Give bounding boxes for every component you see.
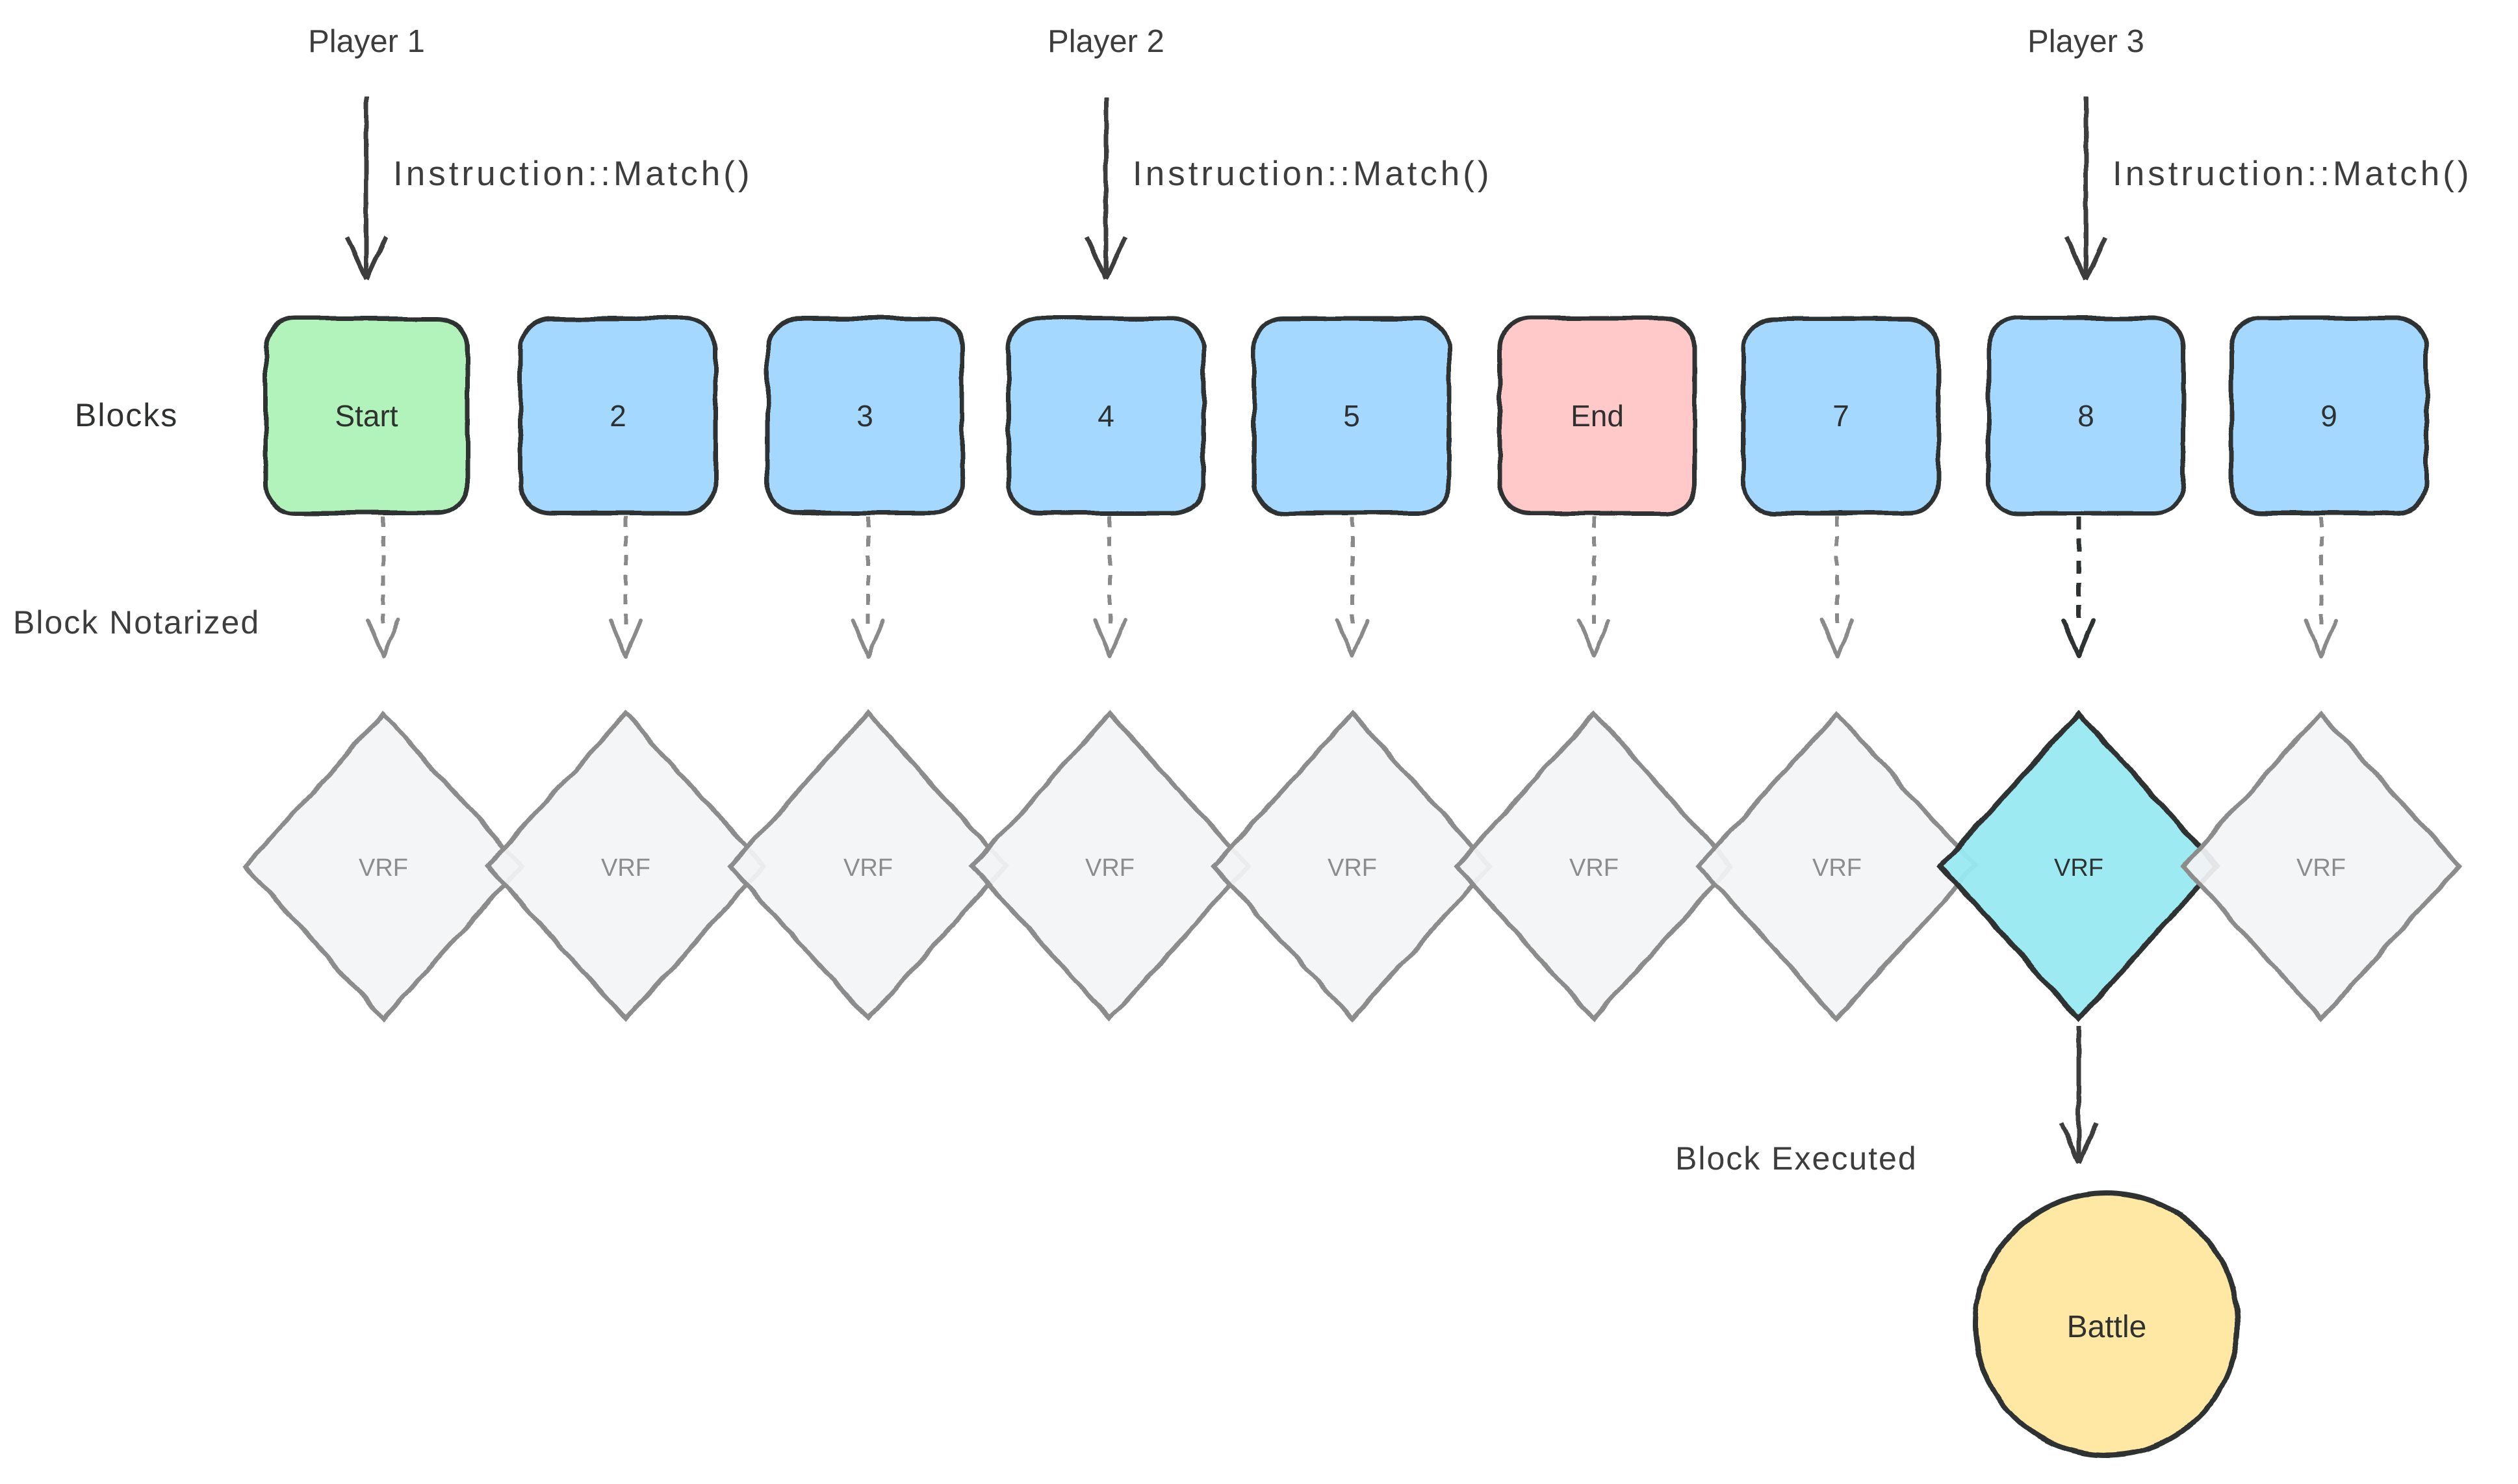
- svg-text:Block Executed: Block Executed: [1675, 1140, 1918, 1177]
- svg-text:Battle: Battle: [2067, 1310, 2147, 1344]
- svg-text:VRF: VRF: [601, 854, 650, 882]
- svg-text:Instruction::Match(): Instruction::Match(): [2113, 155, 2473, 193]
- svg-text:VRF: VRF: [1085, 854, 1135, 882]
- svg-text:2: 2: [610, 399, 626, 433]
- svg-text:VRF: VRF: [1328, 854, 1377, 882]
- svg-text:9: 9: [2320, 399, 2337, 433]
- svg-text:Start: Start: [335, 399, 398, 433]
- svg-text:Player 1: Player 1: [308, 24, 425, 59]
- svg-text:VRF: VRF: [1569, 854, 1619, 882]
- svg-text:5: 5: [1343, 399, 1360, 433]
- svg-text:Block Notarized: Block Notarized: [13, 604, 260, 641]
- svg-text:7: 7: [1832, 399, 1849, 433]
- svg-text:4: 4: [1098, 399, 1114, 433]
- svg-text:VRF: VRF: [359, 854, 408, 882]
- svg-text:VRF: VRF: [1812, 854, 1862, 882]
- svg-text:Player 3: Player 3: [2027, 24, 2144, 59]
- svg-text:8: 8: [2077, 399, 2094, 433]
- svg-text:Instruction::Match(): Instruction::Match(): [393, 155, 753, 193]
- svg-text:VRF: VRF: [843, 854, 893, 882]
- svg-text:VRF: VRF: [2296, 854, 2346, 882]
- svg-text:VRF: VRF: [2054, 854, 2103, 882]
- svg-text:3: 3: [856, 399, 873, 433]
- svg-text:Player 2: Player 2: [1047, 24, 1164, 59]
- svg-text:Blocks: Blocks: [75, 397, 178, 433]
- svg-text:Instruction::Match(): Instruction::Match(): [1133, 155, 1493, 193]
- svg-text:End: End: [1571, 399, 1624, 433]
